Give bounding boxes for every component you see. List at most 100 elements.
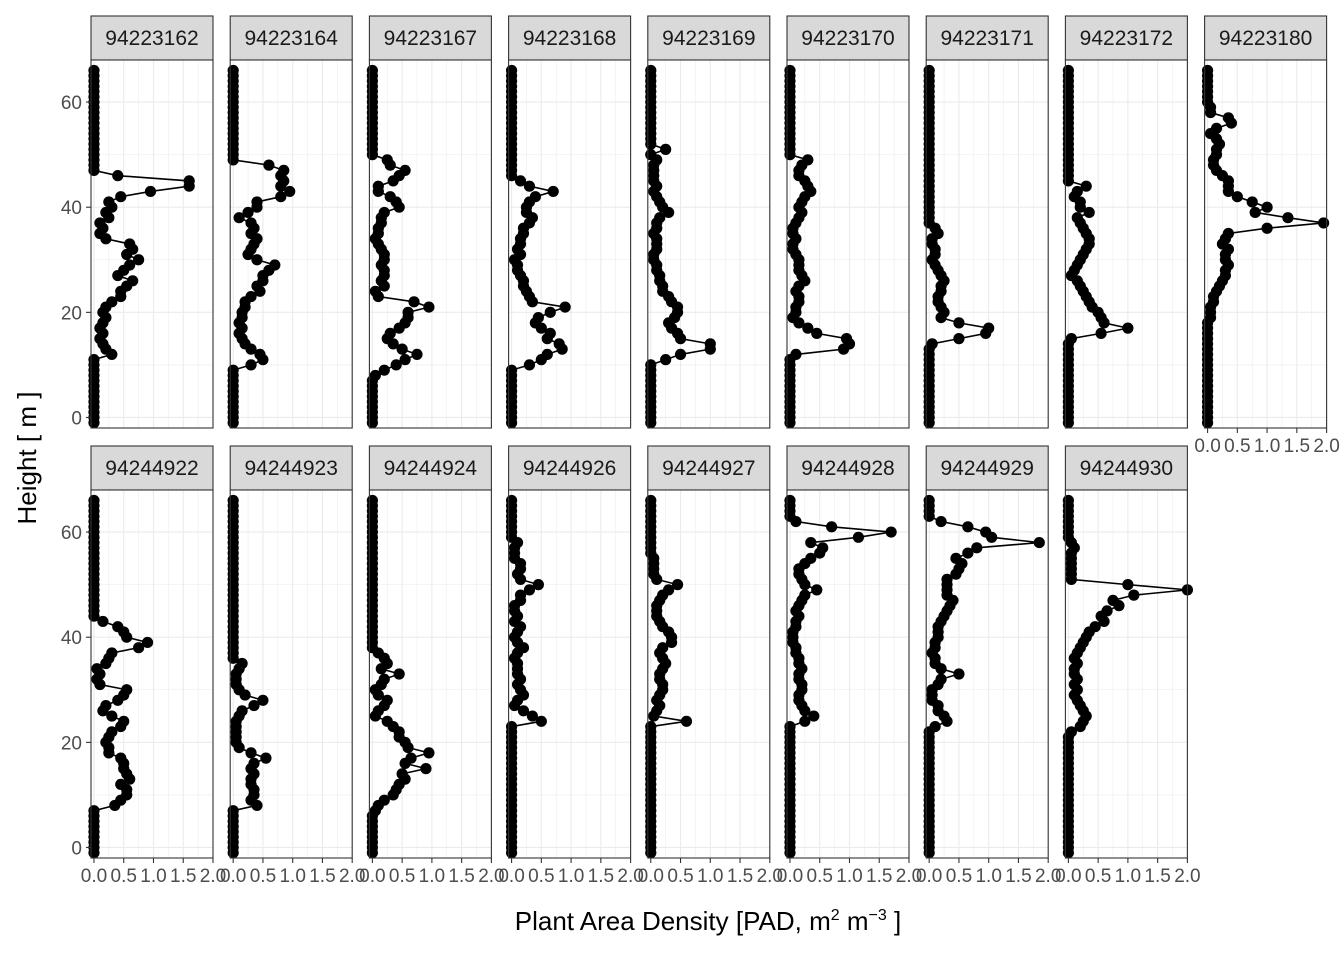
profile-point bbox=[541, 348, 553, 360]
profile-point bbox=[784, 720, 796, 733]
x-tick-label: 2.0 bbox=[1035, 866, 1061, 887]
profile-point bbox=[88, 494, 100, 507]
profile-point bbox=[660, 143, 672, 155]
panel-background bbox=[647, 60, 770, 428]
facet-panel: 94223169 bbox=[645, 15, 771, 429]
profile-point bbox=[378, 206, 390, 219]
panel-background bbox=[369, 60, 492, 428]
profile-point bbox=[523, 584, 536, 596]
profile-point bbox=[532, 579, 544, 591]
y-axis: 0 20 40 60 bbox=[61, 93, 91, 429]
x-tick-label: 2.0 bbox=[1313, 436, 1339, 457]
profile-point bbox=[245, 747, 257, 759]
facet-strip-label: 94244924 bbox=[384, 457, 478, 480]
profile-point bbox=[941, 573, 953, 585]
profile-point bbox=[544, 327, 556, 339]
profile-point bbox=[852, 531, 865, 543]
profile-point bbox=[381, 715, 393, 727]
profile-point bbox=[381, 694, 393, 706]
profile-point bbox=[523, 359, 536, 371]
facet-strip bbox=[786, 445, 910, 491]
x-tick-label: 1.5 bbox=[1144, 866, 1170, 887]
facet-strip bbox=[647, 445, 771, 491]
facet-strip bbox=[508, 15, 632, 61]
x-tick-label: 0.0 bbox=[916, 866, 942, 887]
x-tick-label: 2.0 bbox=[339, 866, 365, 887]
x-tick-label: 0.5 bbox=[667, 866, 693, 887]
profile-point bbox=[144, 185, 157, 198]
panel-border bbox=[368, 489, 492, 859]
x-tick-label: 1.0 bbox=[279, 866, 305, 887]
x-tick-label: 0.5 bbox=[250, 866, 276, 887]
y-tick-label: 0 bbox=[71, 408, 82, 429]
facet-strip bbox=[90, 15, 214, 61]
profile-point bbox=[505, 494, 518, 507]
profile-point bbox=[784, 494, 796, 507]
facet-strip-label: 94244929 bbox=[940, 457, 1033, 480]
x-axis: 0.0 0.5 1.0 1.5 2.0 bbox=[638, 858, 783, 887]
profile-point bbox=[799, 589, 811, 601]
x-axis-title-sup1: 2 bbox=[831, 907, 840, 924]
profile-point bbox=[657, 642, 669, 654]
facet-strip-label: 94223169 bbox=[662, 27, 755, 50]
profile-point bbox=[88, 805, 100, 817]
profile-point bbox=[663, 584, 675, 596]
profile-point bbox=[929, 720, 941, 733]
profile-point bbox=[953, 317, 965, 329]
profile-point bbox=[808, 710, 820, 722]
profile-point bbox=[103, 196, 115, 208]
profile-point bbox=[953, 333, 965, 345]
facet-panel: 94244927 bbox=[645, 445, 771, 859]
profile-point bbox=[654, 212, 666, 224]
profile-point bbox=[811, 327, 823, 339]
facet-panel: 94223171 bbox=[923, 15, 1049, 429]
x-axis: 0.0 0.5 1.0 1.5 2.0 bbox=[777, 858, 922, 887]
profile-point bbox=[183, 175, 195, 187]
profile-point bbox=[133, 642, 145, 654]
profile-point bbox=[366, 494, 378, 507]
profile-point bbox=[983, 322, 995, 334]
x-tick-label: 1.5 bbox=[170, 866, 196, 887]
x-tick-label: 2.0 bbox=[896, 866, 922, 887]
y-tick-label: 20 bbox=[61, 733, 82, 754]
x-axis-ticks: 0.0 0.5 1.0 1.5 2.00.0 0.5 1.0 1.5 2.00.0 0.5 1.0 1… bbox=[81, 428, 1340, 887]
panel-border bbox=[508, 489, 632, 859]
profile-point bbox=[790, 348, 802, 360]
x-axis-title-main: Plant Area Density [PAD, m bbox=[515, 906, 831, 936]
x-tick-label: 1.0 bbox=[140, 866, 166, 887]
profile-point bbox=[118, 715, 130, 727]
y-tick-label: 20 bbox=[61, 303, 82, 324]
profile-point bbox=[366, 64, 378, 77]
facet-panel: 94223162 bbox=[88, 15, 214, 429]
facet-strip bbox=[90, 445, 214, 491]
profile-point bbox=[384, 327, 396, 339]
profile-point bbox=[532, 312, 544, 324]
profile-point bbox=[121, 684, 133, 696]
facet-strip-label: 94223170 bbox=[801, 27, 894, 50]
profile-point bbox=[248, 699, 260, 712]
profile-point bbox=[704, 338, 716, 350]
facet-panel: 94223167 bbox=[366, 15, 492, 429]
profile-point bbox=[88, 354, 100, 366]
y-tick-label: 60 bbox=[61, 523, 82, 544]
profile-point bbox=[284, 185, 296, 198]
profile-point bbox=[115, 752, 127, 764]
facet-strip-label: 94223172 bbox=[1080, 27, 1173, 50]
profile-point bbox=[817, 542, 829, 554]
profile-point bbox=[390, 359, 402, 371]
y-tick-label: 40 bbox=[61, 628, 82, 649]
x-axis: 0.0 0.5 1.0 1.5 2.0 bbox=[916, 858, 1061, 887]
profile-point bbox=[962, 547, 974, 559]
profile-point bbox=[1071, 185, 1083, 198]
profile-point bbox=[514, 589, 527, 601]
profile-point bbox=[811, 584, 823, 596]
profile-point bbox=[1107, 594, 1119, 607]
profile-point bbox=[248, 757, 260, 769]
facet-strip-label: 94244930 bbox=[1080, 457, 1173, 480]
profile-point bbox=[372, 180, 384, 192]
profile-point bbox=[805, 552, 817, 564]
profile-point bbox=[680, 715, 693, 727]
profile-point bbox=[91, 663, 103, 675]
x-tick-label: 0.0 bbox=[359, 866, 385, 887]
panel-border bbox=[786, 489, 910, 859]
